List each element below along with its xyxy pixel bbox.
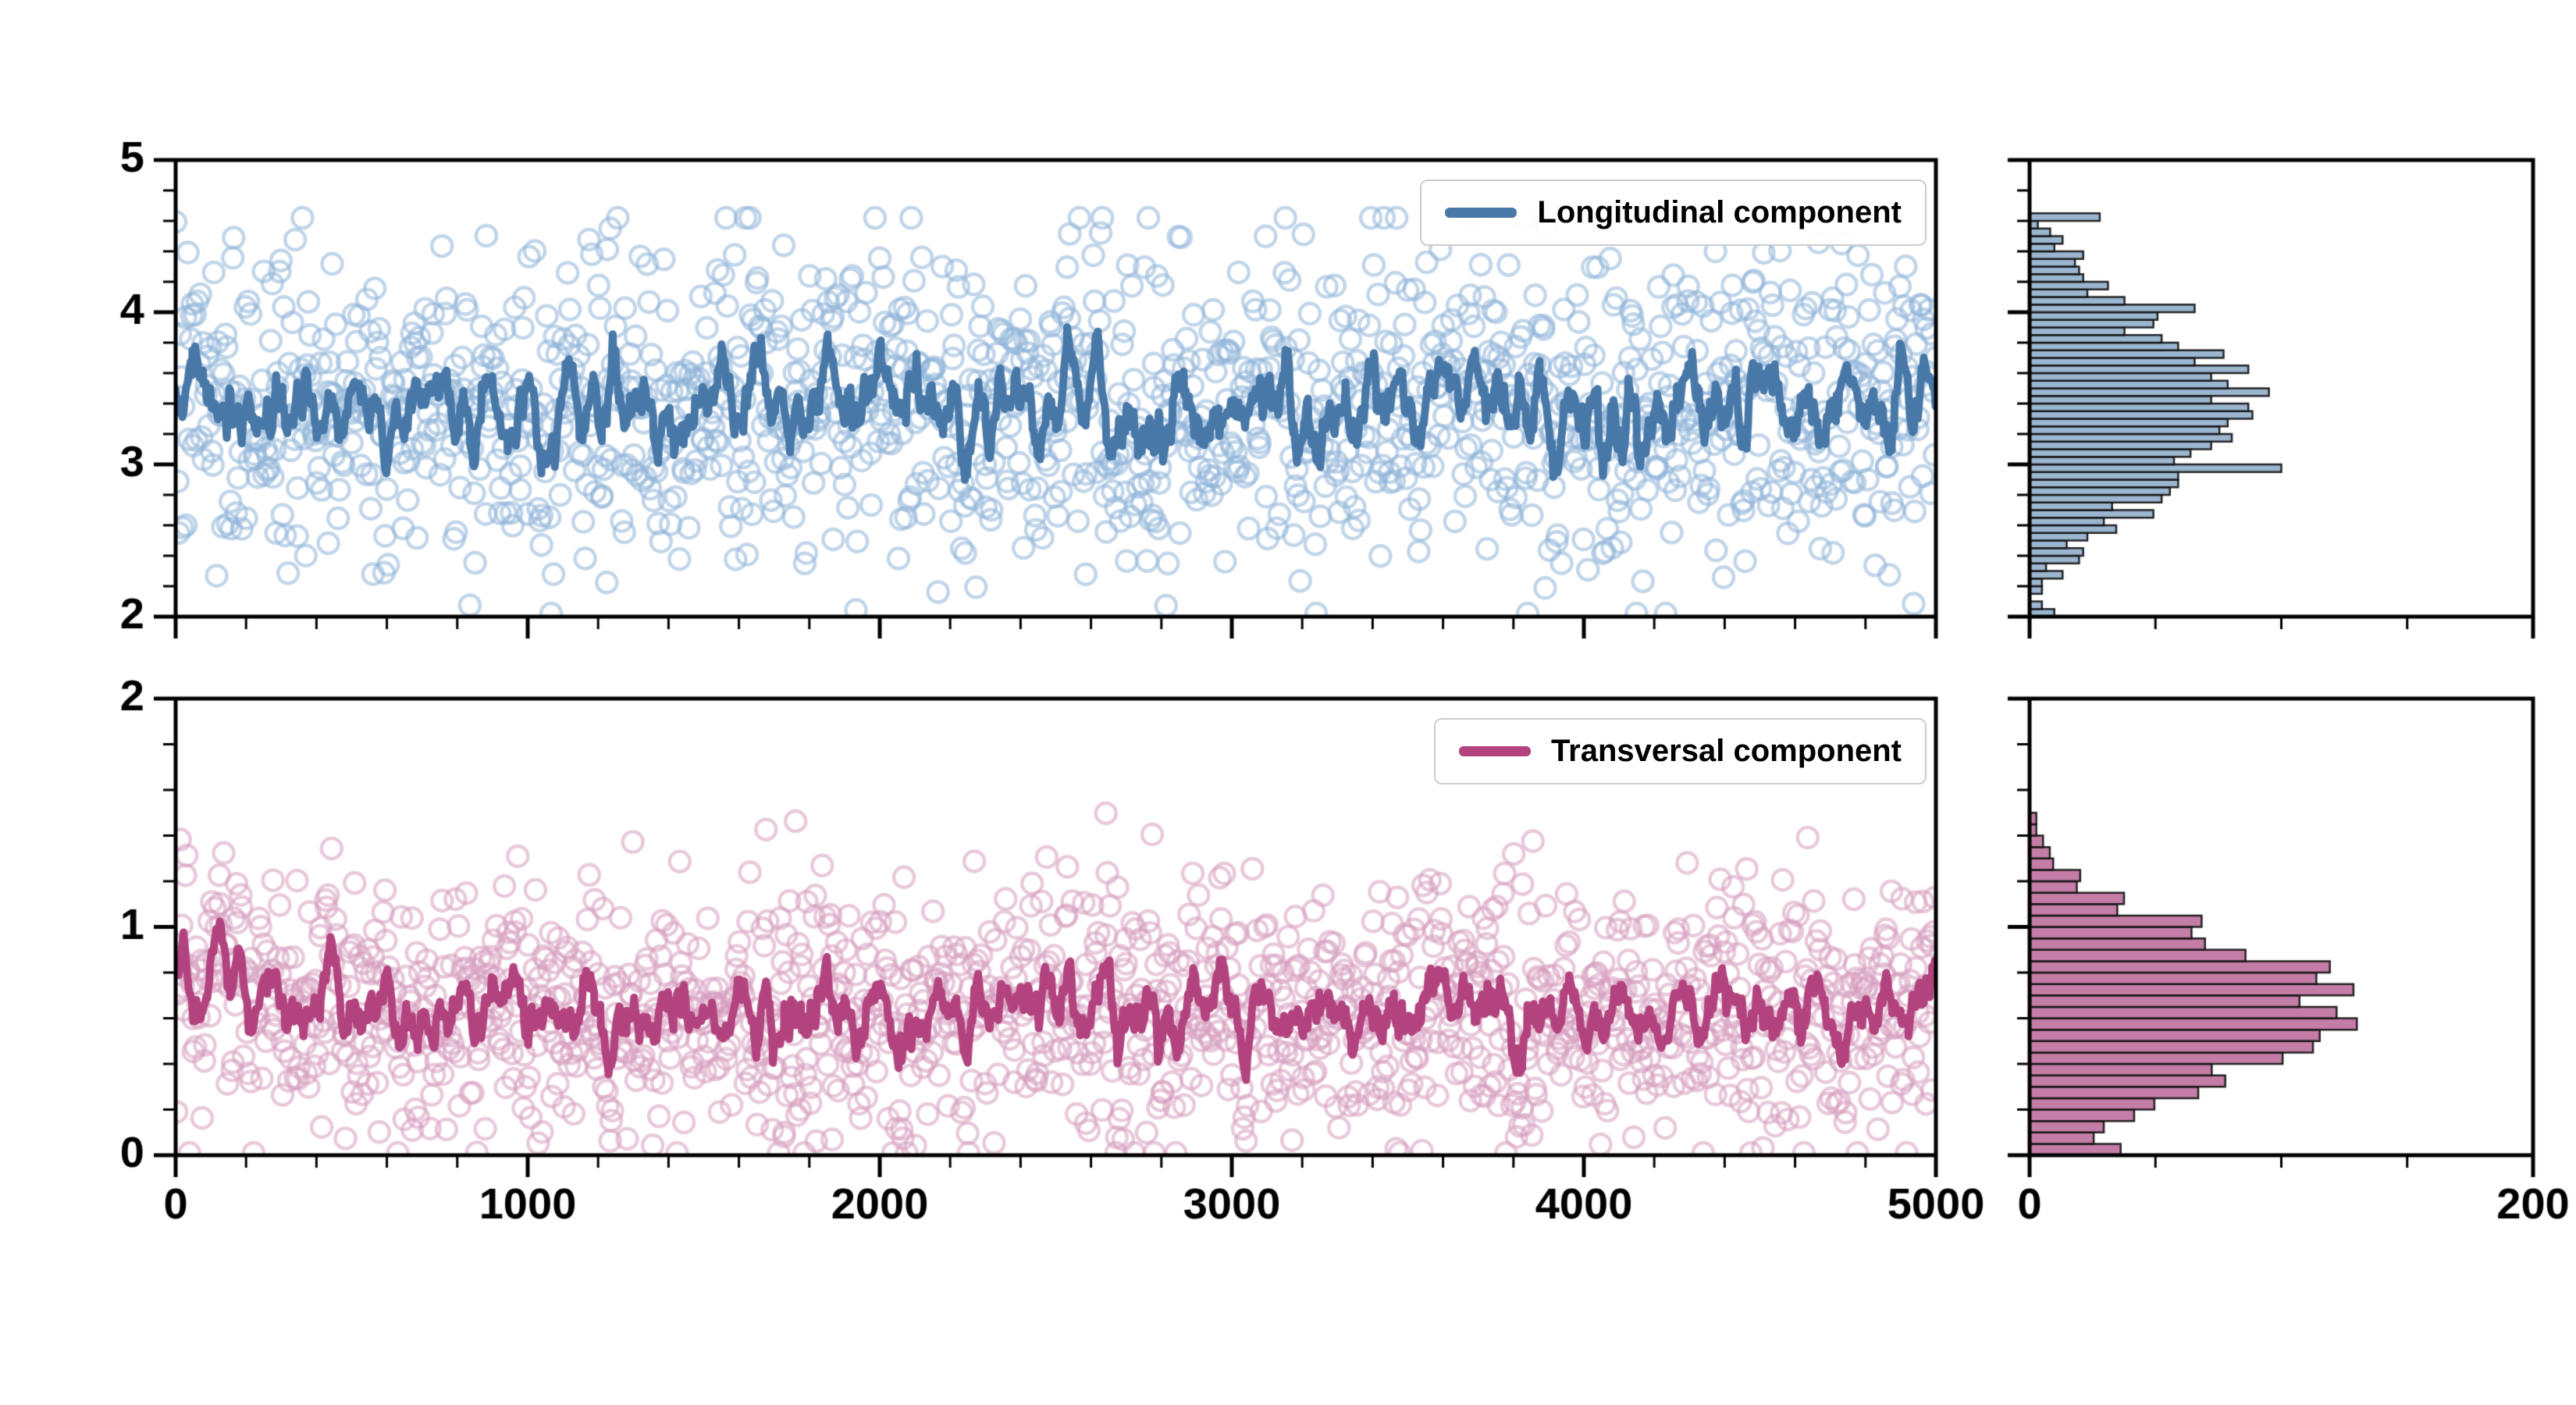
legend-longitudinal: Longitudinal component (1420, 180, 1927, 246)
legend-line-swatch-longitudinal (1445, 208, 1517, 218)
legend-label-longitudinal: Longitudinal component (1537, 195, 1902, 229)
legend-label-transversal: Transversal component (1550, 734, 1902, 768)
legend-line-swatch-transversal (1458, 746, 1531, 756)
legend-transversal: Transversal component (1433, 718, 1927, 784)
